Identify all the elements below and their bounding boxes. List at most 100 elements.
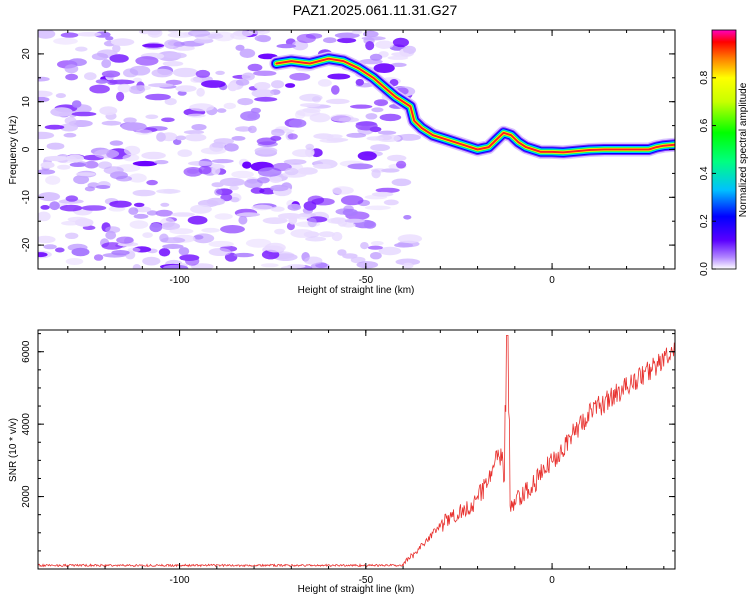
spectrogram-noise-blob: [134, 214, 149, 219]
colorbar-tick-label: 0.4: [699, 166, 710, 180]
spectrogram-noise-blob: [142, 232, 153, 238]
colorbar-gradient: [712, 30, 736, 269]
snr-y-tick-label: 4000: [21, 413, 32, 436]
spectrogram-noise-blob: [185, 134, 206, 142]
spectrogram-noise-blob: [319, 231, 335, 237]
spectrogram-noise-blob: [57, 165, 70, 170]
spectrogram-noise-blob: [391, 52, 409, 56]
spectrogram-noise-blob: [72, 100, 82, 108]
spectrogram-noise-blob: [396, 161, 406, 169]
spectrogram-noise-blob: [134, 203, 145, 207]
spectrogram-noise-blob: [215, 71, 225, 75]
spectrogram-noise-blob: [238, 212, 260, 216]
spectrogram-noise-blob: [228, 82, 238, 91]
spectrogram-noise-blob: [234, 253, 254, 257]
spectrogram-noise-blob: [224, 143, 239, 151]
spectrogram-noise-blob: [201, 228, 220, 233]
colorbar-label: Normalized spectral amplitude: [738, 82, 749, 217]
spectrogram-noise-blob: [240, 111, 260, 121]
spectrogram-noise-blob: [271, 206, 285, 211]
spectrogram-noise-blob: [47, 143, 65, 150]
spectrogram-noise-blob: [358, 151, 377, 160]
spectrogram-noise-blob: [257, 36, 271, 42]
spectrogram-noise-blob: [253, 71, 276, 76]
spectrogram-noise-blob: [75, 218, 94, 226]
spectrogram-noise-blob: [366, 113, 378, 119]
spectrogram-noise-blob: [123, 68, 138, 77]
spectrogram-noise-blob: [66, 155, 84, 163]
spectrogram-noise-blob: [196, 88, 205, 97]
spectrogram-noise-blob: [66, 258, 84, 265]
spectrogram-noise-blob: [124, 146, 140, 156]
spectrogram-noise-blob: [161, 118, 175, 123]
spectrogram-noise-blob: [146, 180, 158, 185]
spectrogram-noise-blob: [289, 73, 310, 81]
spectrogram-noise-blob: [238, 216, 247, 225]
spectrogram-noise-blob: [246, 239, 271, 248]
spectrogram-noise-blob: [300, 103, 321, 107]
spectrogram-noise-blob: [64, 133, 77, 138]
spectrogram-noise-blob: [242, 162, 251, 169]
spectrogram-noise-blob: [72, 248, 90, 257]
spectrogram-noise-blob: [343, 209, 358, 216]
spectrogram-noise-blob: [145, 115, 158, 120]
spectrogram-noise-blob: [163, 61, 184, 66]
spectrogram-noise-blob: [130, 220, 149, 229]
spectrogram-noise-blob: [84, 72, 97, 80]
spectrogram-noise-blob: [105, 231, 116, 240]
spectrogram-noise-blob: [374, 99, 388, 106]
spectrogram-noise-blob: [337, 38, 356, 43]
spectrogram-noise-blob: [370, 144, 390, 151]
spectrogram-noise-blob: [160, 203, 169, 207]
spectrogram-noise-blob: [43, 244, 56, 249]
snr-y-tick-label: 2000: [21, 485, 32, 508]
spectrogram-noise-blob: [142, 44, 164, 48]
spectrogram-noise-blob: [145, 94, 171, 101]
spectrogram-noise-blob: [339, 117, 360, 122]
spectrogram-noise-blob: [313, 164, 331, 169]
snr-x-tick-label: 0: [549, 575, 555, 586]
spectrogram-noise-blob: [318, 79, 332, 87]
spectrogram-noise-blob: [65, 64, 79, 73]
spectrogram-noise-blob: [75, 47, 87, 52]
spectrogram-noise-blob: [135, 56, 158, 66]
spectrogram-noise-blob: [372, 192, 394, 197]
spectrogram-noise-blob: [271, 80, 284, 88]
spectrogram-noise-blob: [269, 176, 282, 183]
snr-x-label: Height of straight line (km): [298, 584, 415, 595]
spectrogram-noise-blob: [326, 99, 350, 104]
spectrogram-noise-blob: [371, 241, 384, 245]
spectrogram-noise-blob: [65, 74, 78, 81]
spectrogram-noise-blob: [232, 136, 246, 141]
spectrogram-noise-blob: [299, 94, 322, 102]
spectrogram-noise-blob: [368, 246, 383, 250]
spectrogram-plot: -100 -50 0 -20-1001020 Height of straight …: [8, 28, 675, 296]
spectrogram-noise-blob: [327, 218, 341, 224]
spectrogram-noise-blob: [248, 64, 263, 72]
spectrogram-noise-blob: [381, 168, 399, 172]
spectrogram-noise-blob: [356, 121, 378, 130]
spectrogram-noise-blob: [398, 234, 422, 243]
spectrogram-noise-blob: [346, 133, 366, 138]
spectrogram-noise-blob: [99, 106, 117, 115]
spectrogram-noise-blob: [371, 169, 380, 178]
spectrogram-noise-blob: [111, 250, 129, 255]
spectrogram-noise-blob: [387, 155, 406, 162]
spectrogram-noise-blob: [164, 52, 186, 58]
spectrogram-noise-blob: [212, 159, 234, 163]
spectrogram-noise-blob: [251, 205, 272, 211]
spectrogram-noise-blob: [288, 204, 302, 211]
spectrogram-noise-blob: [308, 218, 317, 228]
spectrogram-noise-blob: [199, 166, 212, 174]
spectrogram-noise-blob: [244, 179, 263, 188]
spectrogram-noise-blob: [220, 178, 245, 186]
spectrogram-x-tick-label: 0: [549, 275, 555, 286]
spectrogram-noise-blob: [168, 29, 178, 33]
spectrogram-noise-blob: [76, 172, 96, 176]
spectrogram-noise-blob: [347, 163, 373, 169]
spectrogram-noise-blob: [159, 234, 168, 243]
spectrogram-noise-blob: [375, 41, 393, 49]
spectrogram-noise-blob: [215, 213, 233, 219]
spectrogram-noise-blob: [66, 195, 78, 201]
spectrogram-noise-blob: [156, 210, 173, 217]
